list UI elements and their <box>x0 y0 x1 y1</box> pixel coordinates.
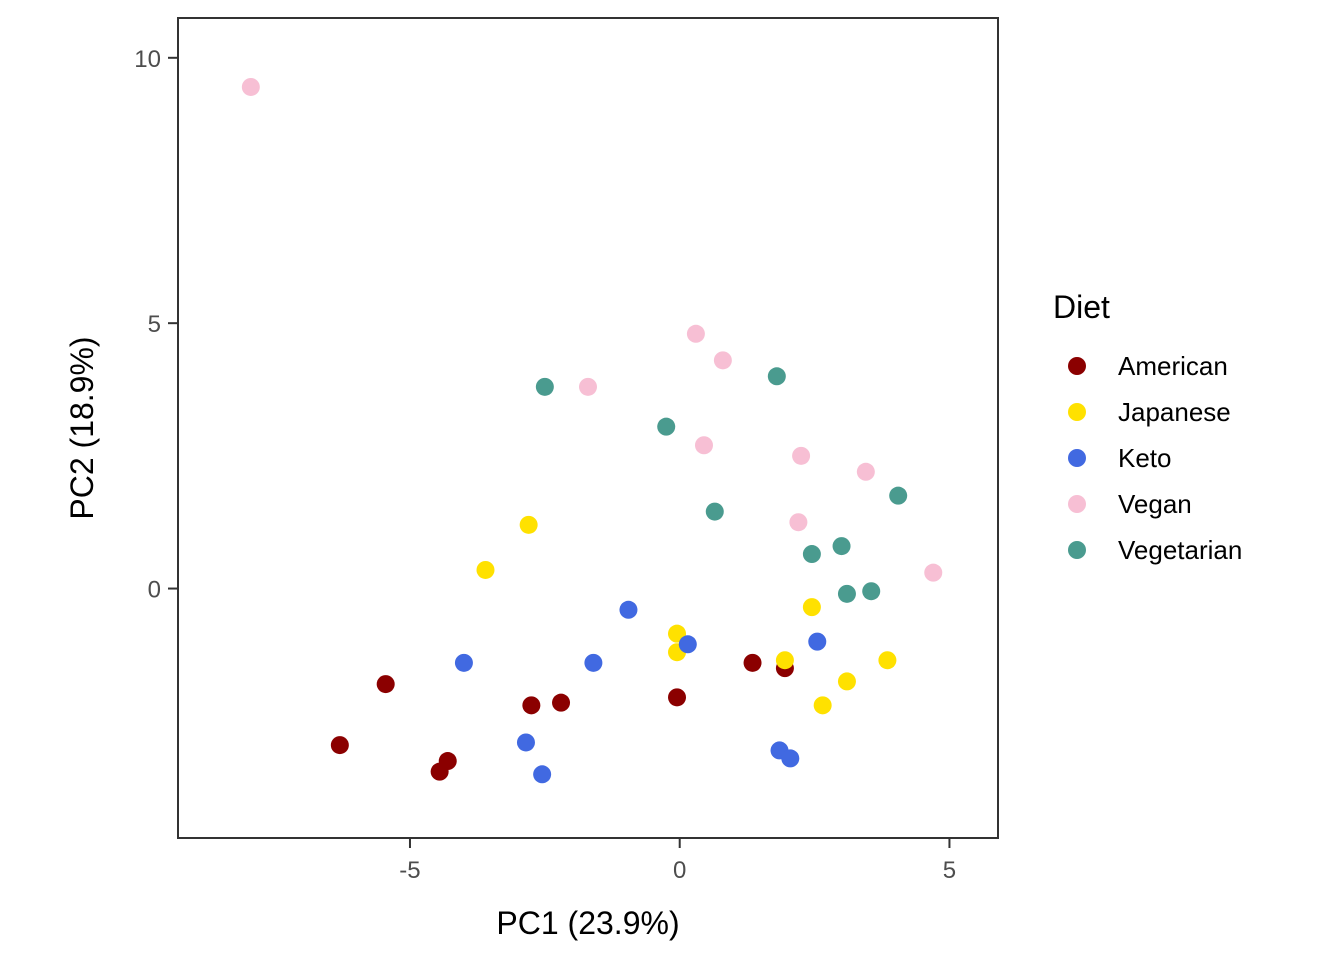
data-point-keto <box>516 733 535 752</box>
data-point-japanese <box>775 651 794 670</box>
data-point-keto <box>619 600 638 619</box>
data-point-vegan <box>713 351 732 370</box>
data-point-vegan <box>792 446 811 465</box>
data-point-vegan <box>241 77 260 96</box>
data-point-american <box>522 696 541 715</box>
y-tick-label: 10 <box>134 46 161 73</box>
legend-label-american: American <box>1118 351 1228 381</box>
data-point-japanese <box>878 651 897 670</box>
data-point-vegetarian <box>535 377 554 396</box>
legend-title: Diet <box>1053 289 1110 325</box>
data-point-japanese <box>837 672 856 691</box>
x-tick-label: -5 <box>399 857 420 884</box>
data-points <box>241 77 943 784</box>
data-point-american <box>330 736 349 755</box>
data-point-american <box>438 752 457 771</box>
data-point-keto <box>584 653 603 672</box>
data-point-japanese <box>519 515 538 534</box>
data-point-japanese <box>476 560 495 579</box>
data-point-vegan <box>789 513 808 532</box>
data-point-keto <box>454 653 473 672</box>
x-axis: -5 0 5 <box>399 838 956 884</box>
data-point-vegan <box>856 462 875 481</box>
data-point-vegan <box>686 324 705 343</box>
data-point-vegetarian <box>832 537 851 556</box>
data-point-keto <box>533 765 552 784</box>
legend-label-keto: Keto <box>1118 443 1172 473</box>
data-point-vegetarian <box>862 582 881 601</box>
x-tick-label: 0 <box>673 857 686 884</box>
legend-key-vegetarian <box>1068 541 1086 559</box>
legend-key-vegan <box>1068 495 1086 513</box>
data-point-vegan <box>694 436 713 455</box>
data-point-vegan <box>579 377 597 396</box>
legend-key-american <box>1068 357 1086 375</box>
plot-panel <box>177 17 999 839</box>
y-tick-label: 5 <box>148 311 161 338</box>
data-point-vegetarian <box>837 584 856 603</box>
data-point-japanese <box>802 598 821 617</box>
data-point-american <box>552 693 571 712</box>
data-point-vegetarian <box>889 486 908 505</box>
x-axis-title: PC1 (23.9%) <box>496 905 679 941</box>
legend-label-vegan: Vegan <box>1118 489 1192 519</box>
data-point-keto <box>678 635 697 654</box>
data-point-vegetarian <box>802 545 821 564</box>
data-point-vegetarian <box>705 502 724 521</box>
legend-label-vegetarian: Vegetarian <box>1118 535 1242 565</box>
data-point-japanese <box>813 696 832 715</box>
legend-label-japanese: Japanese <box>1118 397 1231 427</box>
y-axis: 0 5 10 <box>134 46 178 604</box>
data-point-keto <box>781 749 800 768</box>
data-point-vegetarian <box>657 417 676 436</box>
x-tick-label: 5 <box>943 857 956 884</box>
data-point-keto <box>808 632 827 651</box>
data-point-american <box>376 675 395 694</box>
legend-key-keto <box>1068 449 1086 467</box>
data-point-american <box>668 688 687 707</box>
data-point-vegan <box>924 563 943 582</box>
legend-key-japanese <box>1068 403 1086 421</box>
y-axis-title: PC2 (18.9%) <box>64 336 100 519</box>
data-point-vegetarian <box>767 367 786 386</box>
legend: Diet American Japanese Keto Vegan Vegetarian <box>1053 289 1242 565</box>
data-point-american <box>743 653 762 672</box>
y-tick-label: 0 <box>148 577 161 604</box>
